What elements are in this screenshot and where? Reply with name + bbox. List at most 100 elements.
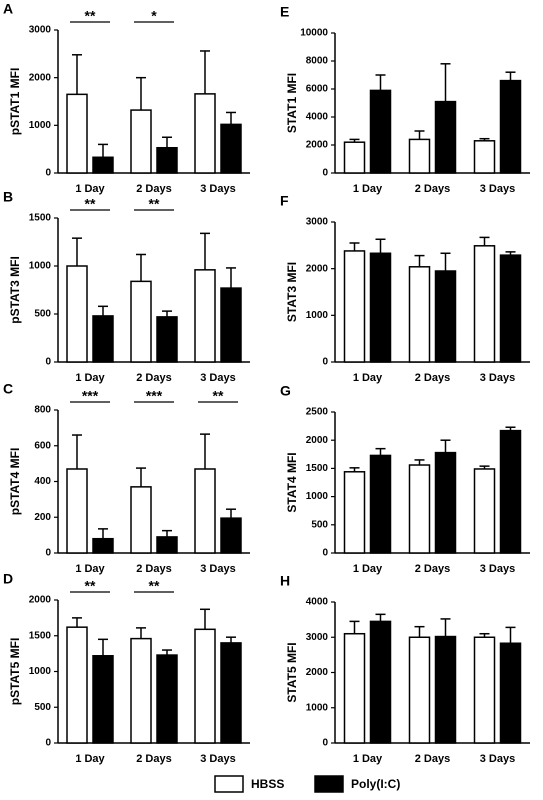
x-tick-label: 1 Day <box>75 183 105 195</box>
y-tick-label: 2500 <box>306 407 329 418</box>
panel-label: B <box>3 189 13 205</box>
y-axis-title: STAT1 MFI <box>285 73 299 133</box>
bar <box>499 79 522 174</box>
bar <box>194 93 216 174</box>
y-tick-label: 400 <box>34 476 51 487</box>
y-axis-title: STAT4 MFI <box>285 452 299 512</box>
x-tick-label: 2 Days <box>415 563 450 575</box>
bar <box>156 654 178 744</box>
panel-label: A <box>3 1 13 17</box>
x-tick-label: 1 Day <box>75 563 105 575</box>
y-tick-label: 600 <box>34 440 51 451</box>
bar <box>156 536 178 554</box>
significance-stars: *** <box>82 388 99 404</box>
y-tick-label: 3000 <box>306 632 329 643</box>
y-tick-label: 500 <box>34 702 51 713</box>
bar <box>194 269 216 363</box>
significance-stars: ** <box>149 196 160 212</box>
y-tick-label: 4000 <box>306 597 329 608</box>
y-tick-label: 1000 <box>306 702 329 713</box>
bar <box>66 93 88 174</box>
bar <box>343 250 366 363</box>
y-tick-label: 8000 <box>306 56 329 67</box>
x-tick-label: 1 Day <box>353 183 383 195</box>
x-tick-label: 3 Days <box>200 563 235 575</box>
bar <box>434 451 457 554</box>
bar <box>408 464 431 554</box>
significance-stars: ** <box>85 8 96 24</box>
bar <box>66 468 88 554</box>
y-tick-label: 800 <box>34 405 51 416</box>
y-tick-label: 1000 <box>306 491 329 502</box>
bar <box>408 266 431 363</box>
panel-label: D <box>3 571 13 587</box>
x-tick-label: 2 Days <box>136 183 171 195</box>
y-tick-label: 6000 <box>306 84 329 95</box>
y-tick-label: 0 <box>45 168 51 179</box>
bar <box>499 429 522 554</box>
y-tick-label: 500 <box>34 309 51 320</box>
y-tick-label: 2000 <box>306 263 329 274</box>
bar <box>369 454 392 554</box>
x-tick-label: 2 Days <box>415 753 450 765</box>
x-tick-label: 2 Days <box>136 372 171 384</box>
y-axis-title: pSTAT1 MFI <box>8 68 22 136</box>
legend-label: HBSS <box>251 777 284 791</box>
bar <box>499 254 522 363</box>
bar <box>408 636 431 744</box>
bar <box>92 156 114 174</box>
y-tick-label: 0 <box>45 548 51 559</box>
panel-label: H <box>280 573 290 589</box>
y-axis-title: pSTAT3 MFI <box>8 256 22 324</box>
x-tick-label: 2 Days <box>136 563 171 575</box>
x-tick-label: 3 Days <box>200 753 235 765</box>
x-tick-label: 3 Days <box>200 372 235 384</box>
bar <box>130 109 152 174</box>
bar <box>369 89 392 174</box>
x-tick-label: 3 Days <box>200 183 235 195</box>
y-tick-label: 1000 <box>306 310 329 321</box>
bar <box>473 468 496 554</box>
bar <box>343 471 366 554</box>
bar <box>156 146 178 174</box>
x-tick-label: 2 Days <box>415 183 450 195</box>
significance-stars: * <box>151 8 157 24</box>
significance-stars: *** <box>146 388 163 404</box>
y-tick-label: 3000 <box>29 25 52 36</box>
x-tick-label: 3 Days <box>480 563 515 575</box>
bar <box>156 316 178 363</box>
x-tick-label: 1 Day <box>353 563 383 575</box>
y-tick-label: 2000 <box>306 140 329 151</box>
y-tick-label: 2000 <box>306 667 329 678</box>
y-tick-label: 0 <box>322 168 328 179</box>
panel-label: E <box>280 4 289 20</box>
y-tick-label: 0 <box>45 738 51 749</box>
x-tick-label: 3 Days <box>480 183 515 195</box>
y-tick-label: 1000 <box>29 666 52 677</box>
bar <box>220 123 242 174</box>
y-axis-title: STAT5 MFI <box>285 642 299 702</box>
bar <box>220 642 242 744</box>
panel-label: C <box>3 381 13 397</box>
y-tick-label: 1000 <box>29 120 52 131</box>
y-tick-label: 2000 <box>306 435 329 446</box>
legend-swatch <box>314 775 344 793</box>
y-tick-label: 0 <box>322 357 328 368</box>
significance-stars: ** <box>85 578 96 594</box>
bar <box>434 100 457 174</box>
y-tick-label: 4000 <box>306 112 329 123</box>
y-tick-label: 2000 <box>29 72 52 83</box>
bar <box>434 270 457 363</box>
x-tick-label: 3 Days <box>480 753 515 765</box>
legend-swatch <box>214 775 244 793</box>
bar <box>194 468 216 554</box>
y-tick-label: 0 <box>45 357 51 368</box>
bar <box>473 140 496 174</box>
x-tick-label: 1 Day <box>353 753 383 765</box>
bar <box>369 620 392 744</box>
y-tick-label: 1000 <box>29 261 52 272</box>
significance-stars: ** <box>213 388 224 404</box>
legend-label: Poly(I:C) <box>351 777 400 791</box>
bar <box>130 486 152 554</box>
